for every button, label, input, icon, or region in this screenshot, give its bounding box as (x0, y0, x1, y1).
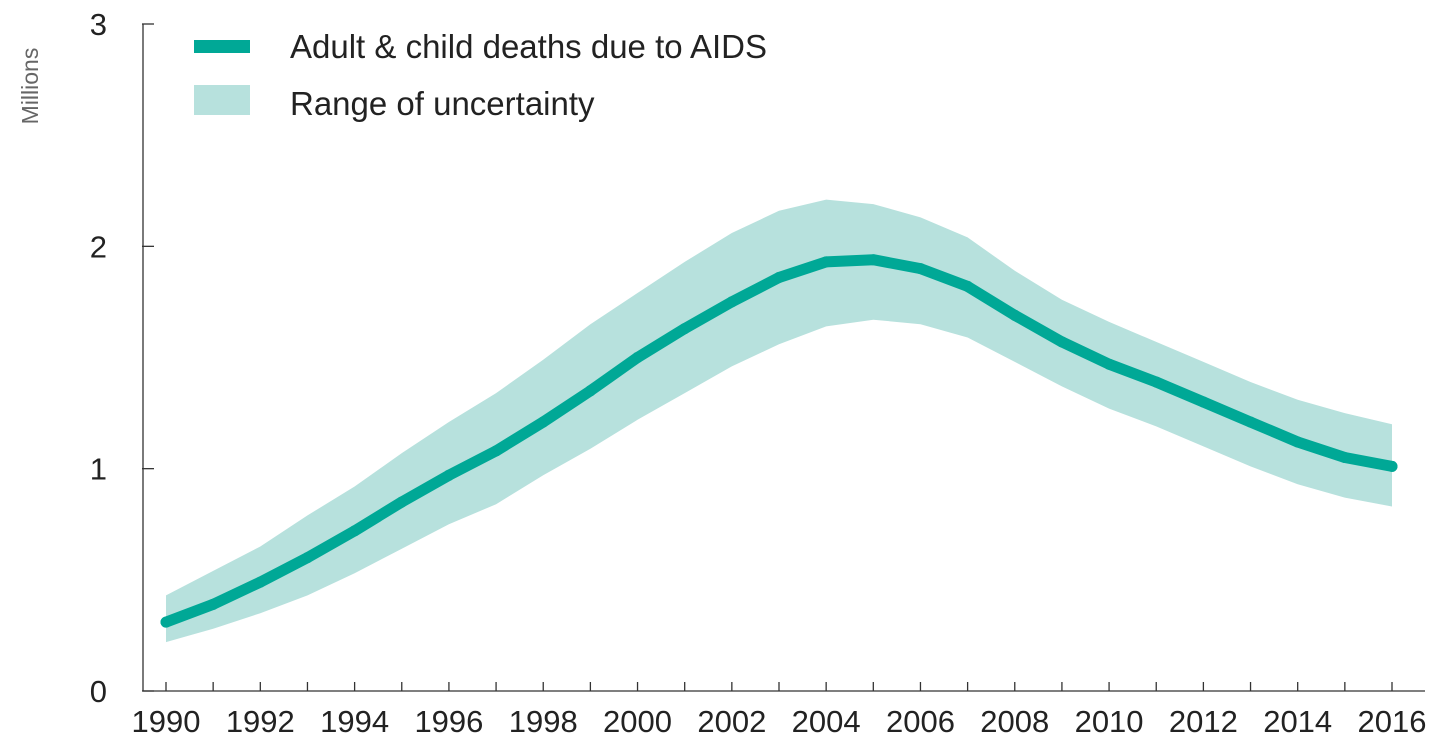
data-point (962, 280, 974, 292)
x-tick-label: 2004 (792, 704, 861, 739)
legend-label-uncertainty: Range of uncertainty (290, 85, 595, 122)
uncertainty-band (166, 199, 1392, 643)
y-tick-label: 1 (90, 452, 107, 487)
legend-band-swatch (194, 85, 250, 115)
axes: 0 1 2 3 1990 1992 1994 1996 1998 2000 2002 2004 2006… (90, 7, 1427, 739)
uncertainty-band-layer (166, 199, 1392, 643)
data-point (679, 323, 691, 335)
x-tick-label: 1998 (509, 704, 578, 739)
data-point (443, 469, 455, 481)
legend: Adult & child deaths due to AIDS Range o… (194, 28, 767, 122)
x-tick-label: 2014 (1263, 704, 1332, 739)
data-point (302, 552, 313, 564)
data-point (1197, 396, 1209, 408)
data-point (1150, 376, 1162, 388)
data-point (160, 616, 172, 628)
x-tick-label: 1996 (414, 704, 483, 739)
data-point (1292, 436, 1304, 448)
x-tick-label: 2008 (980, 704, 1049, 739)
data-point (726, 296, 738, 308)
x-tick-label: 2012 (1169, 704, 1238, 739)
data-point (1245, 416, 1256, 428)
data-point (867, 254, 879, 266)
data-point (490, 445, 502, 457)
data-point (396, 496, 408, 508)
data-point (584, 385, 596, 397)
x-tick-label: 2010 (1075, 704, 1144, 739)
x-tick-label: 1990 (132, 704, 201, 739)
y-tick-label: 3 (90, 7, 107, 42)
y-tick-label: 0 (90, 674, 107, 709)
x-tick-label: 1994 (320, 704, 389, 739)
data-point (1056, 336, 1068, 348)
data-point (537, 416, 549, 428)
data-point (1009, 309, 1021, 321)
data-point (632, 352, 643, 363)
x-tick-label: 2000 (603, 704, 672, 739)
data-point (1103, 358, 1115, 370)
x-tick-label: 2006 (886, 704, 955, 739)
legend-label-deaths: Adult & child deaths due to AIDS (290, 28, 767, 65)
data-point (820, 256, 832, 268)
x-tick-label: 2016 (1358, 704, 1427, 739)
y-tick-label: 2 (90, 229, 107, 264)
data-point (915, 263, 926, 275)
data-point (773, 272, 785, 283)
data-point (1386, 460, 1398, 472)
data-point (349, 525, 361, 537)
legend-line-swatch (194, 40, 250, 53)
x-tick-label: 2002 (697, 704, 766, 739)
x-tick-label: 1992 (226, 704, 295, 739)
series-line-layer (160, 254, 1398, 628)
data-point (1339, 452, 1351, 463)
data-point (254, 576, 266, 588)
y-axis-title: Millions (17, 48, 43, 125)
data-point (207, 598, 219, 610)
